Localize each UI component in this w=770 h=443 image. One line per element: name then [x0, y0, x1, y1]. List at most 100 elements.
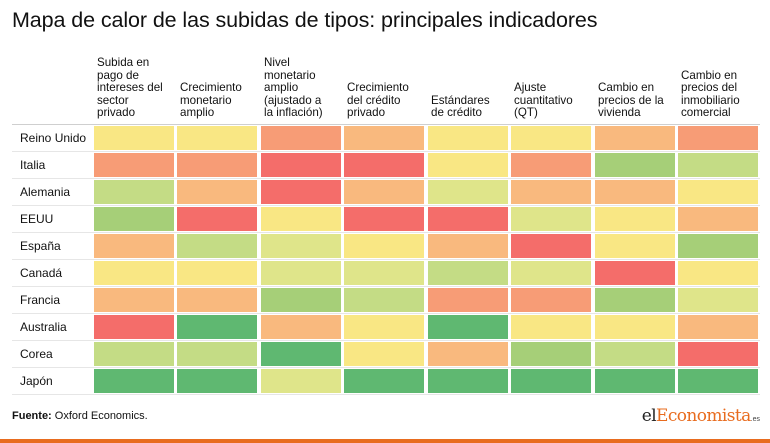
heatmap-cell — [678, 126, 758, 150]
heatmap-cell — [177, 207, 257, 231]
heatmap-cell — [261, 342, 341, 366]
heatmap-cell — [94, 126, 174, 150]
heatmap-cell — [595, 234, 675, 258]
column-header-line: pago de — [97, 68, 139, 82]
heatmap-cell — [261, 180, 341, 204]
heatmap-cell — [678, 234, 758, 258]
heatmap-cell — [428, 207, 508, 231]
column-header-line: Estándares — [431, 93, 490, 107]
heatmap-cell — [678, 261, 758, 285]
column-header-line: de crédito — [431, 106, 482, 120]
logo-part-1: el — [641, 406, 657, 426]
heatmap-cell — [94, 153, 174, 177]
heatmap-cell — [261, 315, 341, 339]
column-header-line: inmobiliario — [681, 93, 740, 107]
row-divider — [12, 232, 760, 233]
heatmap-cell — [344, 315, 424, 339]
column-header: Estándares de crédito — [431, 52, 513, 120]
heatmap-cell — [177, 369, 257, 393]
heatmap-cell — [595, 261, 675, 285]
heatmap-cell — [94, 180, 174, 204]
heatmap-cell — [511, 315, 591, 339]
chart-title: Mapa de calor de las subidas de tipos: p… — [12, 8, 598, 32]
column-header-line: intereses del — [97, 81, 163, 95]
heatmap-cell — [344, 369, 424, 393]
heatmap-cell — [344, 126, 424, 150]
row-label: Australia — [20, 320, 67, 334]
heatmap-cell — [678, 207, 758, 231]
row-divider — [12, 259, 760, 260]
heatmap-cell — [177, 261, 257, 285]
heatmap-cell — [177, 315, 257, 339]
row-label: Alemania — [20, 185, 71, 199]
column-header-line: precios de la — [598, 93, 664, 107]
column-header-line: privado — [347, 106, 386, 120]
heatmap-cell — [94, 234, 174, 258]
heatmap-cell — [511, 234, 591, 258]
heatmap-cell — [94, 207, 174, 231]
heatmap-cell — [261, 369, 341, 393]
row-label: Canadá — [20, 266, 63, 280]
column-header-line: amplio — [180, 106, 215, 120]
column-header-line: sector — [97, 93, 129, 107]
column-header-line: del crédito — [347, 93, 401, 107]
row-label: EEUU — [20, 212, 54, 226]
source-label: Fuente: — [12, 410, 52, 422]
heatmap-cell — [94, 315, 174, 339]
heatmap-cell — [511, 153, 591, 177]
heatmap-cell — [678, 288, 758, 312]
heatmap-cell — [344, 261, 424, 285]
heatmap-cell — [678, 342, 758, 366]
heatmap-cell — [261, 207, 341, 231]
column-header-line: (ajustado a — [264, 93, 322, 107]
heatmap-cell — [595, 180, 675, 204]
row-divider — [12, 340, 760, 341]
column-header: Subida en pago de intereses del sector priva… — [97, 52, 179, 120]
heatmap-cell — [595, 288, 675, 312]
logo-suffix: .es — [750, 416, 760, 423]
heatmap-cell — [511, 342, 591, 366]
heatmap-cell — [678, 369, 758, 393]
row-divider — [12, 367, 760, 368]
column-header-line: amplio — [264, 81, 299, 95]
source-note: Fuente: Oxford Economics. — [12, 410, 148, 422]
column-header-line: Cambio en — [598, 81, 655, 95]
heatmap-cell — [344, 342, 424, 366]
source-text: Oxford Economics. — [54, 410, 148, 422]
column-header-line: monetario — [180, 93, 232, 107]
heatmap-cell — [344, 153, 424, 177]
column-header-line: vivienda — [598, 106, 641, 120]
heatmap-cell — [511, 207, 591, 231]
row-divider — [12, 151, 760, 152]
heatmap-cell — [595, 207, 675, 231]
eleconomista-logo: elEconomista.es — [642, 406, 760, 426]
heatmap-cell — [94, 288, 174, 312]
heatmap-cell — [261, 153, 341, 177]
heatmap-cell — [595, 126, 675, 150]
row-label: España — [20, 239, 61, 253]
column-header-line: Crecimiento — [180, 81, 242, 95]
heatmap-cell — [344, 288, 424, 312]
column-header-line: la inflación) — [264, 106, 323, 120]
column-header-line: Cambio en — [681, 68, 738, 82]
column-header-line: precios del — [681, 81, 738, 95]
heatmap-cell — [344, 234, 424, 258]
row-divider — [12, 313, 760, 314]
row-divider — [12, 394, 760, 395]
heatmap-cell — [344, 180, 424, 204]
column-header-line: Nivel — [264, 56, 290, 70]
column-header-line: comercial — [681, 106, 731, 120]
heatmap-cell — [511, 288, 591, 312]
column-header: Ajuste cuantitativo (QT) — [514, 52, 596, 120]
heatmap-cell — [595, 369, 675, 393]
column-header: Cambio en precios de la vivienda — [598, 52, 680, 120]
heatmap-cell — [428, 261, 508, 285]
row-label: Japón — [20, 374, 53, 388]
heatmap-cell — [177, 342, 257, 366]
heatmap-cell — [595, 342, 675, 366]
row-label: Reino Unido — [20, 131, 87, 145]
column-header-line: Subida en — [97, 56, 150, 70]
bottom-accent-bar — [0, 439, 770, 443]
row-divider — [12, 205, 760, 206]
heatmap-cell — [261, 261, 341, 285]
